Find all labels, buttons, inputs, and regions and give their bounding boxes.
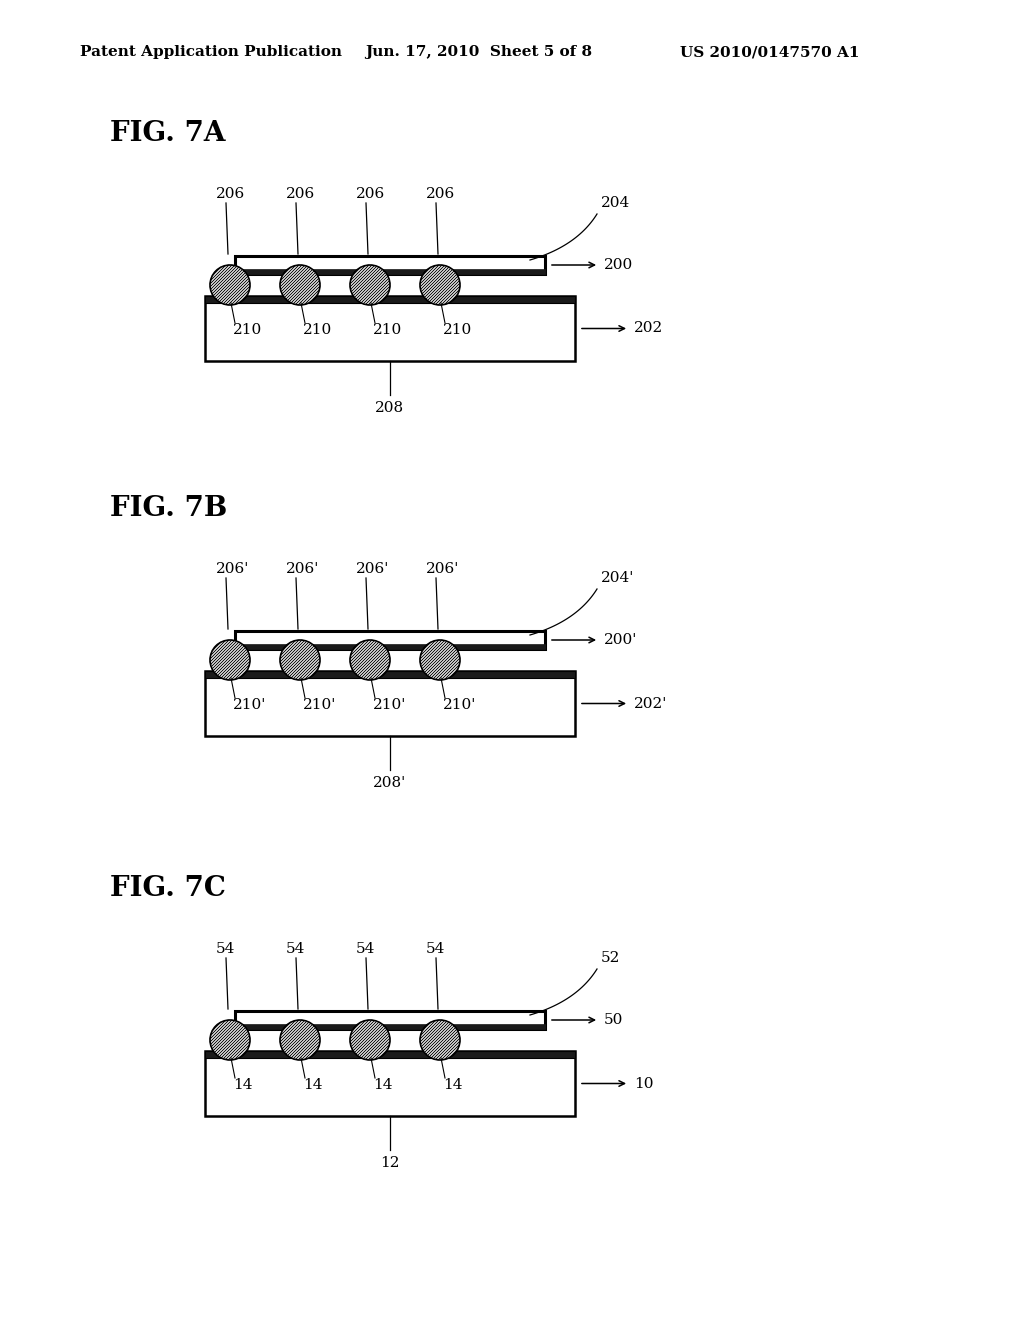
- Circle shape: [280, 265, 319, 305]
- Circle shape: [420, 265, 460, 305]
- Bar: [234, 269, 545, 275]
- Bar: [234, 631, 545, 649]
- Text: FIG. 7A: FIG. 7A: [110, 120, 225, 147]
- Text: 206': 206': [426, 562, 460, 576]
- Text: 204: 204: [601, 195, 630, 210]
- Circle shape: [210, 640, 250, 680]
- Text: 12: 12: [380, 1156, 399, 1170]
- Text: 210: 210: [303, 323, 332, 337]
- Text: 14: 14: [233, 1078, 253, 1092]
- Text: 206': 206': [216, 562, 250, 576]
- Bar: [205, 296, 575, 304]
- Text: 54: 54: [286, 942, 305, 956]
- Circle shape: [210, 1020, 250, 1060]
- Text: 14: 14: [373, 1078, 392, 1092]
- Bar: [205, 671, 575, 678]
- Bar: [234, 644, 545, 649]
- Text: 10: 10: [634, 1077, 653, 1090]
- Circle shape: [420, 1020, 460, 1060]
- Bar: [234, 256, 545, 275]
- Bar: [205, 296, 575, 360]
- Bar: [205, 671, 575, 737]
- Text: 202: 202: [634, 322, 664, 335]
- Text: FIG. 7B: FIG. 7B: [110, 495, 227, 521]
- Circle shape: [420, 640, 460, 680]
- Circle shape: [280, 1020, 319, 1060]
- Bar: [205, 1051, 575, 1059]
- Circle shape: [210, 265, 250, 305]
- Text: 210: 210: [373, 323, 402, 337]
- Text: 210': 210': [443, 698, 476, 711]
- Bar: [205, 1051, 575, 1115]
- Text: 206': 206': [286, 562, 319, 576]
- Text: 210': 210': [373, 698, 407, 711]
- Text: 202': 202': [634, 697, 668, 710]
- Text: 206: 206: [286, 187, 315, 201]
- Text: 54: 54: [426, 942, 445, 956]
- Text: 210': 210': [303, 698, 336, 711]
- Text: 54: 54: [356, 942, 376, 956]
- Text: 200': 200': [604, 634, 637, 647]
- Text: 208': 208': [374, 776, 407, 789]
- Text: 200: 200: [604, 257, 633, 272]
- Text: 54: 54: [216, 942, 236, 956]
- Text: 14: 14: [303, 1078, 323, 1092]
- Text: Jun. 17, 2010  Sheet 5 of 8: Jun. 17, 2010 Sheet 5 of 8: [365, 45, 592, 59]
- Text: 206: 206: [356, 187, 385, 201]
- Text: 52: 52: [601, 950, 621, 965]
- Text: 206: 206: [216, 187, 246, 201]
- Text: 14: 14: [443, 1078, 463, 1092]
- Text: 206: 206: [426, 187, 456, 201]
- Text: 206': 206': [356, 562, 389, 576]
- Circle shape: [280, 640, 319, 680]
- Text: 50: 50: [604, 1012, 624, 1027]
- Circle shape: [350, 1020, 390, 1060]
- Text: 204': 204': [601, 572, 635, 585]
- Bar: [234, 1024, 545, 1030]
- Text: Patent Application Publication: Patent Application Publication: [80, 45, 342, 59]
- Text: 210': 210': [233, 698, 266, 711]
- Text: 210: 210: [233, 323, 262, 337]
- Text: US 2010/0147570 A1: US 2010/0147570 A1: [680, 45, 859, 59]
- Text: 208: 208: [376, 401, 404, 414]
- Bar: [234, 1011, 545, 1030]
- Text: 210: 210: [443, 323, 472, 337]
- Text: FIG. 7C: FIG. 7C: [110, 875, 226, 902]
- Circle shape: [350, 640, 390, 680]
- Circle shape: [350, 265, 390, 305]
